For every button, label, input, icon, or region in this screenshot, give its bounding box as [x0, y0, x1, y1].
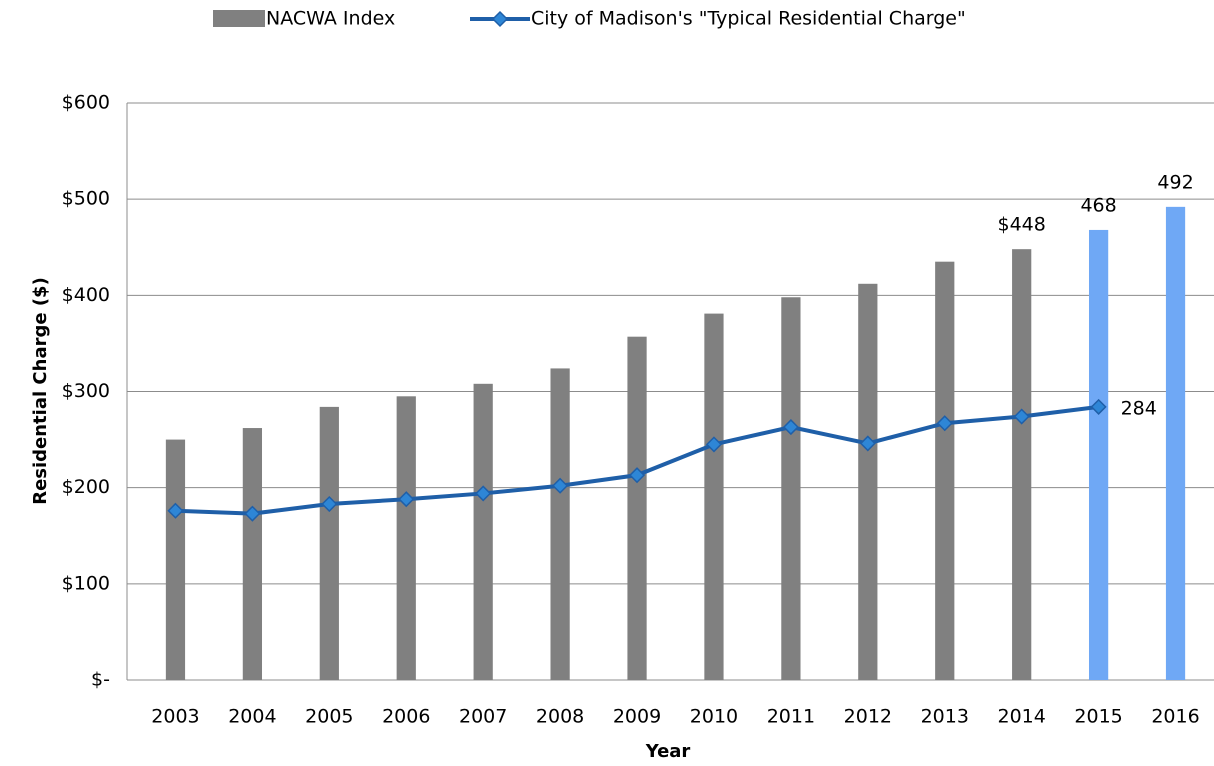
x-tick-label: 2008: [536, 706, 584, 728]
bar: [396, 396, 416, 680]
x-tick-label: 2007: [459, 706, 507, 728]
marker: [1090, 398, 1107, 415]
y-tick-label: $400: [62, 284, 110, 306]
data-label: $448: [997, 214, 1045, 236]
x-tick-label: 2011: [767, 706, 815, 728]
bar: [473, 383, 493, 680]
x-tick-label: 2004: [228, 706, 276, 728]
y-tick-label: $500: [62, 188, 110, 210]
legend-swatch: [213, 10, 265, 27]
x-axis-label: Year: [645, 741, 691, 762]
x-tick-label: 2005: [305, 706, 353, 728]
data-label: 468: [1080, 194, 1116, 216]
marker: [1013, 408, 1030, 425]
x-tick-label: 2009: [613, 706, 661, 728]
data-label: 492: [1157, 171, 1193, 193]
bar: [1165, 206, 1186, 681]
bar: [858, 283, 878, 680]
marker: [244, 505, 261, 522]
data-label: 284: [1121, 397, 1157, 419]
bar: [242, 428, 263, 680]
legend-marker: [491, 10, 509, 28]
x-tick-label: 2013: [921, 706, 969, 728]
marker: [628, 467, 646, 484]
x-tick-label: 2010: [690, 706, 738, 728]
bar: [550, 368, 570, 680]
bar: [935, 261, 955, 680]
y-tick-label: $600: [62, 92, 110, 114]
bar: [1012, 249, 1032, 680]
marker: [859, 435, 876, 452]
x-tick-label: 2012: [844, 706, 892, 728]
y-tick-label: $100: [62, 572, 110, 594]
bar: [781, 297, 801, 680]
y-tick-label: $-: [91, 669, 110, 691]
x-tick-label: 2014: [997, 706, 1045, 728]
marker: [552, 477, 569, 494]
x-tick-label: 2016: [1151, 706, 1199, 728]
legend-label: City of Madison's "Typical Residential C…: [531, 8, 966, 30]
bar: [165, 439, 186, 680]
bar: [319, 406, 339, 680]
marker: [321, 495, 338, 513]
legend-label: NACWA Index: [266, 8, 395, 30]
marker: [782, 419, 799, 436]
bar: [1088, 229, 1109, 680]
marker: [936, 415, 953, 432]
bar: [704, 313, 724, 680]
marker: [398, 491, 415, 508]
y-tick-label: $200: [62, 476, 110, 498]
marker: [475, 485, 492, 502]
x-tick-label: 2006: [382, 706, 430, 728]
marker: [167, 502, 184, 519]
y-axis-label: Residential Charge ($): [30, 277, 51, 505]
y-tick-label: $300: [62, 380, 110, 402]
marker: [705, 436, 723, 453]
bar: [627, 336, 647, 680]
x-tick-label: 2015: [1074, 706, 1122, 728]
x-tick-label: 2003: [151, 706, 199, 728]
